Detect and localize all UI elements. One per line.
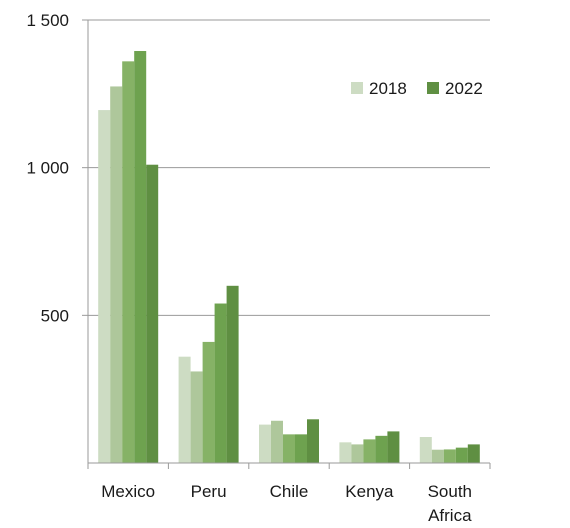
category-label: South [428,482,472,501]
bar-peru-0 [178,356,191,463]
bar-kenya-0 [339,442,352,463]
bar-chile-0 [259,424,271,463]
y-axis-ticks: 500 1 000 1 500 [26,11,88,325]
legend-swatch [427,82,439,94]
legend-swatch [351,82,363,94]
bar-south-africa-1 [431,449,444,463]
x-axis [87,20,491,469]
y-tick-label: 1 000 [26,159,69,178]
bar-mexico-0 [98,110,111,464]
bar-mexico-1 [110,86,123,463]
bar-south-africa-4 [467,444,480,463]
bar-kenya-2 [363,439,376,463]
category-label: Mexico [101,482,155,501]
bar-peru-3 [214,303,227,463]
category-label: Chile [270,482,309,501]
category-labels: Mexico Peru Chile Kenya South Africa [101,482,472,525]
legend: 2018 2022 [351,79,483,98]
bar-peru-1 [190,371,203,463]
legend-label: 2018 [369,79,407,98]
bar-mexico-2 [122,61,135,463]
bar-chile-3 [295,434,307,463]
y-tick-label: 500 [41,306,69,325]
bar-kenya-3 [375,435,388,463]
y-tick-label: 1 500 [26,11,69,30]
category-label: Africa [428,506,472,525]
bar-south-africa-2 [443,449,456,463]
bar-mexico-4 [146,164,159,464]
bar-chile-2 [283,434,295,463]
bar-kenya-4 [387,431,400,463]
bar-peru-4 [226,285,239,463]
bar-chile-4 [307,419,319,463]
bar-south-africa-0 [419,437,432,463]
bar-chile-1 [271,420,283,463]
category-label: Kenya [345,482,394,501]
bar-peru-2 [202,341,215,463]
category-label: Peru [191,482,227,501]
bar-south-africa-3 [455,447,468,463]
bars [98,51,480,464]
bar-mexico-3 [134,51,147,463]
legend-label: 2022 [445,79,483,98]
bar-kenya-1 [351,444,364,463]
